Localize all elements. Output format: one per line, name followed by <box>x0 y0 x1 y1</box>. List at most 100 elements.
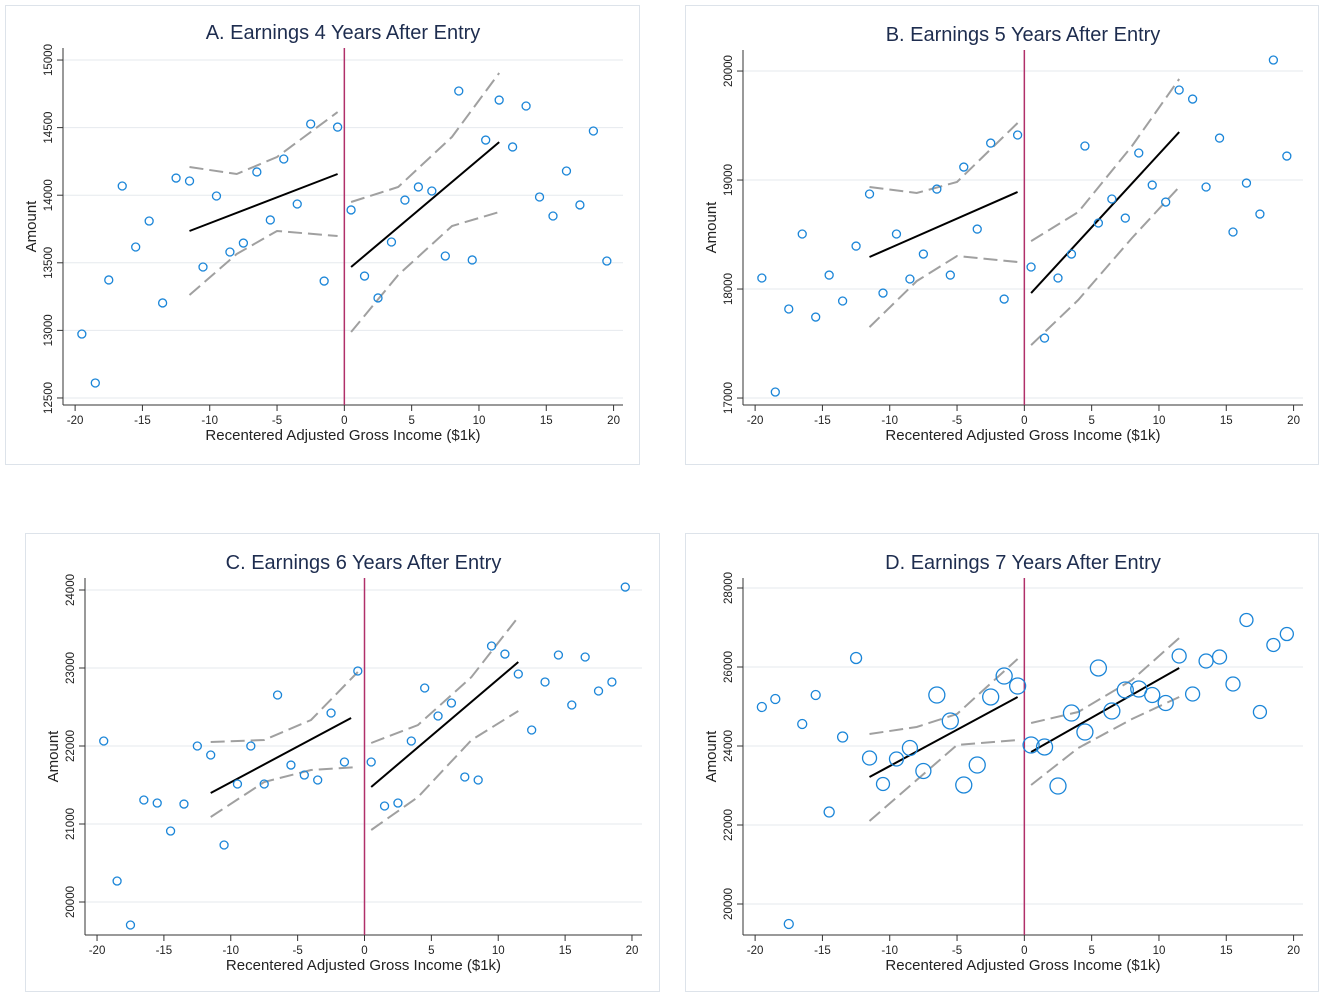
point <box>620 582 630 592</box>
chart-title: D. Earnings 7 Years After Entry <box>885 552 1161 574</box>
point <box>972 224 982 234</box>
point <box>1184 686 1201 702</box>
point <box>1012 130 1023 140</box>
point <box>157 298 168 308</box>
point <box>366 757 376 767</box>
y-tick-label: 23000 <box>65 652 77 684</box>
point <box>131 242 141 252</box>
y-tick-label: 24000 <box>723 730 735 762</box>
x-tick-label: -15 <box>814 945 831 957</box>
y-tick-label: 17000 <box>723 382 735 414</box>
x-tick-label: 5 <box>1088 415 1094 427</box>
point <box>393 798 403 808</box>
x-tick-label: -20 <box>67 415 84 427</box>
fit-line <box>1030 667 1180 753</box>
x-tick-label: -10 <box>881 415 898 427</box>
point <box>1134 148 1144 158</box>
ci-lower <box>1030 696 1180 786</box>
point <box>507 142 518 152</box>
point <box>1228 227 1238 237</box>
point <box>878 288 888 298</box>
point <box>561 166 572 176</box>
x-tick-label: 0 <box>1021 945 1027 957</box>
x-tick-label: 20 <box>607 415 620 427</box>
y-tick-label: 15000 <box>43 44 55 76</box>
x-tick-label: 10 <box>1153 415 1166 427</box>
point <box>932 184 942 194</box>
point <box>1171 648 1187 664</box>
point <box>851 241 861 251</box>
point <box>810 689 821 701</box>
point <box>968 756 986 774</box>
x-tick-label: 15 <box>1220 945 1233 957</box>
point <box>607 677 617 687</box>
point <box>527 725 537 735</box>
point <box>1107 194 1117 204</box>
point <box>292 199 302 209</box>
point <box>888 751 905 767</box>
ci-lower <box>188 229 338 296</box>
fit-line <box>350 141 500 268</box>
point <box>152 798 162 808</box>
point <box>486 641 497 651</box>
point <box>246 741 256 751</box>
point <box>1214 133 1225 143</box>
y-tick-label: 20000 <box>65 886 77 918</box>
ci-upper <box>1030 78 1181 242</box>
point <box>1093 218 1104 228</box>
point <box>494 95 504 105</box>
x-tick-label: 0 <box>341 415 347 427</box>
point <box>1211 649 1228 665</box>
x-tick-label: 20 <box>1287 945 1300 957</box>
point <box>279 154 289 164</box>
x-tick-label: -15 <box>134 415 151 427</box>
x-tick-label: 5 <box>428 945 434 957</box>
point <box>593 686 604 696</box>
point <box>179 799 189 809</box>
point <box>184 176 195 186</box>
y-axis-label: Amount <box>703 730 720 783</box>
point <box>460 772 470 782</box>
point <box>1282 151 1292 161</box>
point <box>225 247 235 257</box>
x-tick-label: -5 <box>272 415 282 427</box>
x-tick-label: -5 <box>293 945 303 957</box>
point <box>339 757 350 767</box>
fit-line <box>370 661 519 788</box>
point <box>1279 626 1294 642</box>
point <box>861 750 878 766</box>
point <box>90 378 100 388</box>
x-tick-label: -5 <box>952 945 962 957</box>
point <box>238 238 249 248</box>
point <box>259 779 269 789</box>
point <box>454 86 464 96</box>
point <box>379 801 390 811</box>
y-axis-label: Amount <box>703 201 720 254</box>
point <box>941 712 959 730</box>
x-tick-label: -15 <box>814 415 831 427</box>
point <box>901 739 919 757</box>
point <box>1225 676 1241 692</box>
point <box>1062 704 1081 722</box>
point <box>580 652 590 662</box>
point <box>165 826 176 836</box>
point <box>353 666 363 676</box>
point <box>467 255 477 265</box>
point <box>1080 141 1090 151</box>
point <box>481 135 491 145</box>
y-axis-label: Amount <box>45 730 62 783</box>
x-tick-label: -5 <box>952 415 962 427</box>
panel-frame <box>25 533 660 992</box>
point <box>286 760 296 770</box>
point <box>326 708 336 718</box>
point <box>756 701 767 713</box>
ci-lower <box>350 211 500 333</box>
point <box>104 275 114 285</box>
point <box>386 237 397 247</box>
y-tick-label: 13000 <box>43 314 55 346</box>
y-tick-label: 20000 <box>723 888 735 920</box>
panel-frame <box>685 5 1319 465</box>
point <box>359 271 370 281</box>
x-tick-label: -10 <box>222 945 239 957</box>
